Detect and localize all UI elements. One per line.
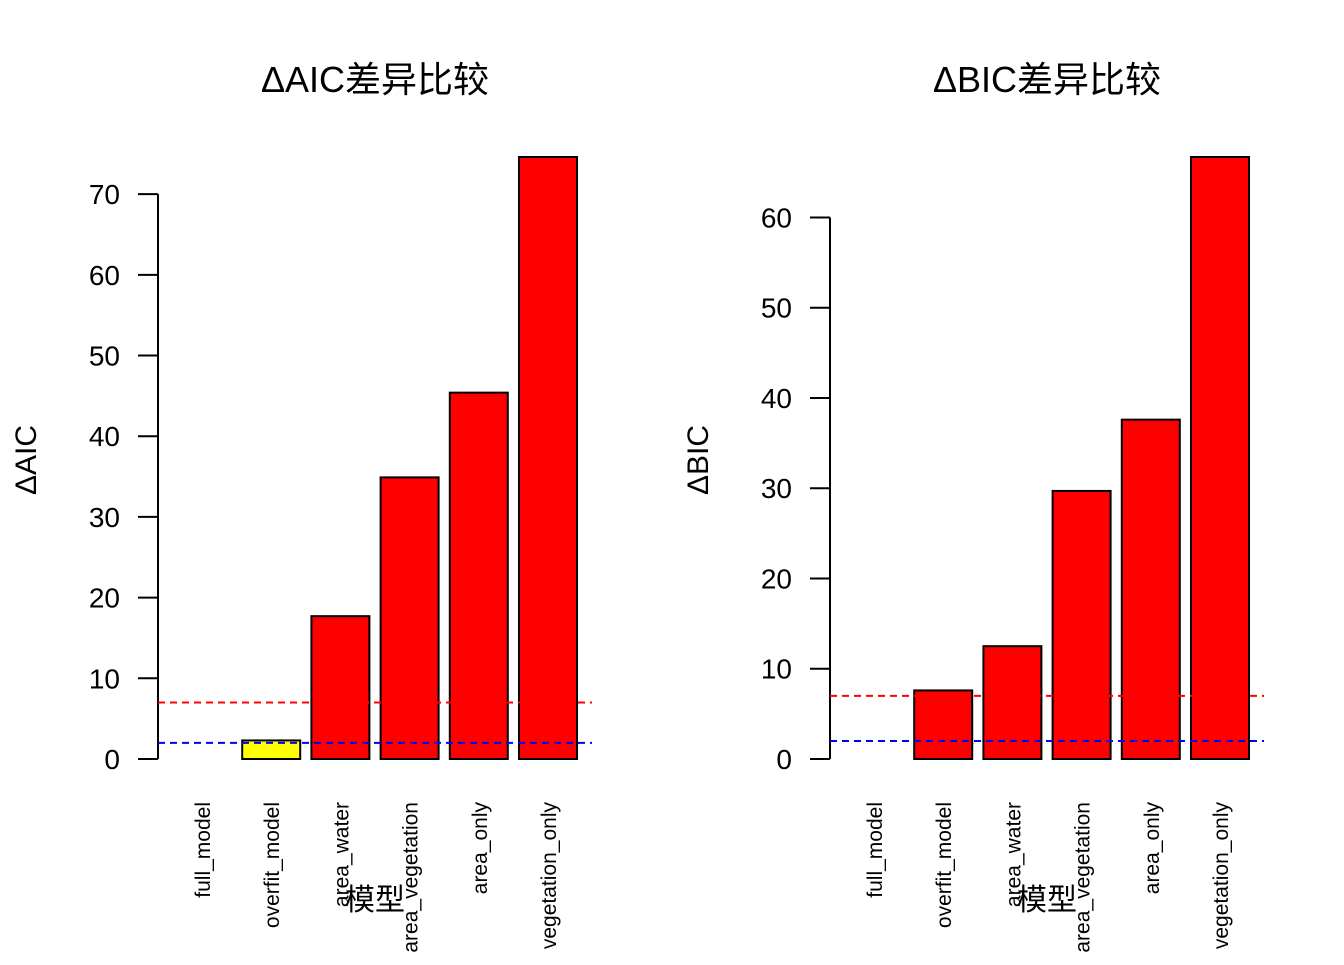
bic-y-tick-label: 0 bbox=[776, 744, 792, 775]
bic-y-tick-label: 20 bbox=[761, 563, 792, 594]
aic-chart-title: ΔAIC差异比较 bbox=[261, 59, 489, 100]
bic-chart-title: ΔBIC差异比较 bbox=[933, 59, 1161, 100]
aic-y-tick-label: 10 bbox=[89, 663, 120, 694]
bic-y-tick-label: 30 bbox=[761, 473, 792, 504]
aic-category-label: area_water bbox=[330, 802, 353, 907]
aic-y-tick-label: 20 bbox=[89, 583, 120, 614]
bic-y-tick-label: 60 bbox=[761, 202, 792, 233]
aic-category-label: area_only bbox=[469, 802, 492, 895]
bic-category-label: vegetation_only bbox=[1210, 802, 1233, 950]
bic-y-axis-label: ΔBIC bbox=[682, 425, 715, 495]
aic-bar-vegetation_only bbox=[518, 156, 578, 760]
aic-y-tick-label: 70 bbox=[89, 179, 120, 210]
aic-y-tick-label: 60 bbox=[89, 260, 120, 291]
bic-y-tick-label: 50 bbox=[761, 293, 792, 324]
bic-bar-overfit_model bbox=[913, 689, 974, 761]
bic-bar-vegetation_only bbox=[1190, 156, 1250, 760]
bic-bar-area_only bbox=[1120, 418, 1181, 760]
aic-chart-panel: ΔAIC差异比较 ΔAIC 0 10 20 30 40 50 60 70 full_model ove… bbox=[10, 59, 592, 953]
bic-category-label: area_water bbox=[1002, 802, 1025, 907]
aic-y-tick-label: 40 bbox=[89, 421, 120, 452]
bic-chart-panel: ΔBIC差异比较 ΔBIC 0 10 20 30 40 50 60 full_model overf… bbox=[682, 59, 1264, 953]
aic-bar-overfit_model bbox=[241, 739, 302, 761]
bic-y-tick-label: 10 bbox=[761, 654, 792, 685]
bic-category-label: area_vegetation bbox=[1072, 802, 1095, 953]
bic-y-tick-label: 40 bbox=[761, 383, 792, 414]
aic-x-axis-label: 模型 bbox=[345, 884, 405, 917]
aic-category-label: full_model bbox=[192, 802, 215, 898]
bic-bar-area_vegetation bbox=[1051, 489, 1112, 760]
bic-x-axis-label: 模型 bbox=[1017, 884, 1077, 917]
bic-bar-area_water bbox=[982, 645, 1043, 760]
bic-category-label: area_only bbox=[1141, 802, 1164, 895]
bic-category-label: full_model bbox=[864, 802, 887, 898]
aic-y-tick-label: 30 bbox=[89, 502, 120, 533]
aic-category-label: overfit_model bbox=[261, 802, 284, 928]
aic-category-label: area_vegetation bbox=[400, 802, 423, 953]
aic-bar-area_only bbox=[448, 391, 509, 760]
aic-y-tick-label: 50 bbox=[89, 341, 120, 372]
aic-category-label: vegetation_only bbox=[538, 802, 561, 950]
aic-y-axis-label: ΔAIC bbox=[10, 425, 43, 495]
aic-bar-area_water bbox=[310, 615, 371, 760]
bic-category-label: overfit_model bbox=[933, 802, 956, 928]
aic-bar-area_vegetation bbox=[379, 476, 440, 760]
aic-y-tick-label: 0 bbox=[104, 744, 120, 775]
